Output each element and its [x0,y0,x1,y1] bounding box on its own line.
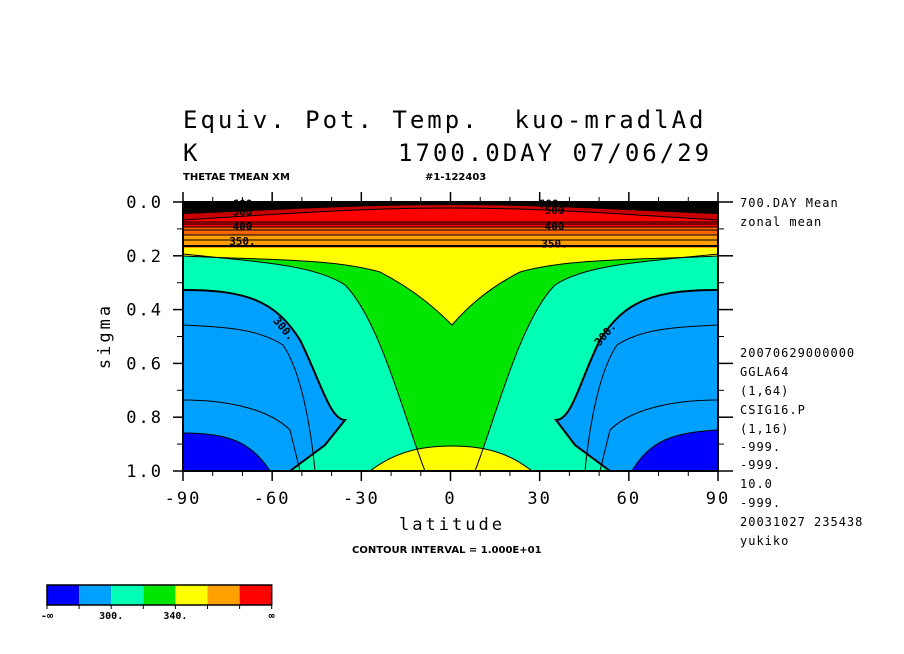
x-tick-label: 60 [617,489,641,509]
colorbar-swatch [143,585,176,605]
y-axis-label: sigma [95,303,115,369]
contour-label: 350. [229,235,256,248]
x-axis-label: latitude [399,515,505,535]
x-tick-label: -30 [343,489,380,509]
x-tick-label: 0 [444,489,456,509]
colorbar-swatch [175,585,208,605]
colorbar-label: -∞ [41,611,53,622]
contour-label: 600 [233,197,253,210]
x-tick-label: -60 [254,489,291,509]
contour-label: 500 [233,205,253,218]
contour-interval: CONTOUR INTERVAL = 1.000E+01 [352,545,542,556]
side-info-line: 700.DAY Mean [740,196,839,210]
run-label: #1-122403 [425,172,487,183]
side-info-line: zonal mean [740,215,823,229]
contour-label-text: 350. [541,238,568,251]
contour-label-text: 500 [545,204,565,217]
colorbar-frame [46,584,273,606]
y-tick-label: 0.4 [126,301,163,321]
contour-label-text: 400 [545,220,565,233]
y-tick-label: 0.8 [126,408,163,428]
colorbar-swatch [111,585,144,605]
x-tick-label: 90 [706,489,730,509]
x-tick-label: 30 [527,489,551,509]
colorbar-swatch [47,585,80,605]
title-time: 1700.0DAY 07/06/29 [398,139,713,167]
contour-label: 350. [541,238,568,251]
x-tick-label: -90 [165,489,202,509]
contour-label-text: 600 [539,197,559,210]
contour-label-text: 600 [233,197,253,210]
title-units: K [183,139,201,167]
side-info-line: (1,16) [740,422,790,436]
side-info-line: 20070629000000 [740,346,856,360]
side-info-line: -999. [740,440,782,454]
y-tick-label: 0.2 [126,247,163,267]
contour-label: 400 [233,220,253,233]
colorbar: -∞ 300. 340. ∞ [41,584,275,622]
contour-fills [183,202,718,471]
y-tick-label: 0.0 [126,193,163,213]
contour-label-text: 500 [233,205,253,218]
side-info-line: GGLA64 [740,365,790,379]
title-line1: Equiv. Pot. Temp. kuo-mradlAd [183,106,707,134]
side-info-line: 10.0 [740,477,773,491]
contour-lines [183,207,718,471]
colorbar-label: 340. [163,611,187,622]
contour-label: 600 [539,197,559,210]
x-axis: -90 -60 -30 0 30 60 90 [165,192,730,509]
side-info-line: (1,64) [740,384,790,398]
colorbar-swatch [207,585,240,605]
colorbar-swatch [239,585,272,605]
side-info-line: -999. [740,458,782,472]
colorbar-label: ∞ [269,611,275,622]
side-info-line: -999. [740,496,782,510]
side-info-line: yukiko [740,534,790,548]
contour-label: 500 [545,204,565,217]
contour-label-text: 400 [233,220,253,233]
colorbar-swatch [79,585,112,605]
side-info-line: CSIG16.P [740,403,806,417]
contour-label-text: 350. [229,235,256,248]
side-info-line: 20031027 235438 [740,515,864,529]
y-tick-label: 0.6 [126,354,163,374]
colorbar-label: 300. [99,611,123,622]
variable-label: THETAE TMEAN XM [183,172,290,183]
y-axis: 0.0 0.2 0.4 0.6 0.8 1.0 [126,193,733,482]
contour-label: 400 [545,220,565,233]
y-tick-label: 1.0 [126,462,163,482]
